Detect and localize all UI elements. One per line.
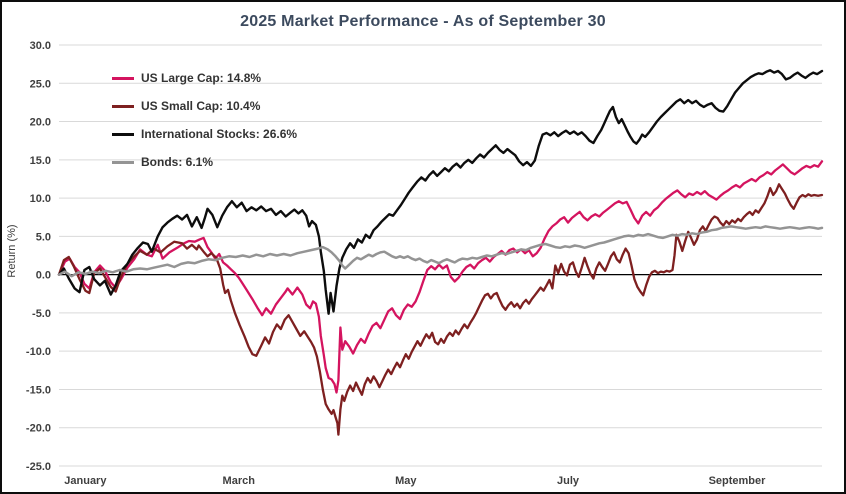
y-tick-label: 20.0 <box>30 117 51 129</box>
legend-item: US Small Cap: 10.4% <box>112 92 297 120</box>
y-tick-label: 10.0 <box>30 193 51 205</box>
y-tick-label: 30.0 <box>30 40 51 52</box>
y-tick-label: -10.0 <box>26 346 51 358</box>
legend-line-swatch <box>112 104 134 108</box>
chart-title: 2025 Market Performance - As of Septembe… <box>240 13 606 30</box>
y-tick-label: 0.0 <box>36 270 51 282</box>
x-tick-label-january: January <box>64 475 107 487</box>
legend-item: US Large Cap: 14.8% <box>112 64 297 92</box>
y-tick-label: 25.0 <box>30 78 51 90</box>
y-tick-label: 5.0 <box>36 231 51 243</box>
series-line-international-stocks <box>57 69 824 315</box>
series-line-us-large-cap <box>57 160 824 394</box>
x-tick-label-september: September <box>709 475 767 487</box>
legend-label: US Small Cap: 10.4% <box>141 99 261 113</box>
y-tick-label: 15.0 <box>30 155 51 167</box>
legend-item: International Stocks: 26.6% <box>112 120 297 148</box>
y-axis-title: Return (%) <box>6 224 18 278</box>
y-tick-label: -25.0 <box>26 461 51 473</box>
legend-item: Bonds: 6.1% <box>112 148 297 176</box>
legend: US Large Cap: 14.8% US Small Cap: 10.4% In… <box>112 64 297 176</box>
legend-line-swatch <box>112 160 134 164</box>
legend-line-swatch <box>112 132 134 136</box>
series-line-bonds <box>57 225 824 278</box>
x-tick-label-may: May <box>395 475 417 487</box>
legend-label: US Large Cap: 14.8% <box>141 71 262 85</box>
y-tick-label: -20.0 <box>26 423 51 435</box>
y-tick-label: -15.0 <box>26 384 51 396</box>
legend-line-swatch <box>112 76 134 80</box>
legend-label: International Stocks: 26.6% <box>141 127 298 141</box>
series-line-us-small-cap <box>57 183 824 436</box>
x-tick-label-july: July <box>557 475 580 487</box>
legend-label: Bonds: 6.1% <box>141 155 214 169</box>
y-tick-label: -5.0 <box>32 308 51 320</box>
x-tick-label-march: March <box>223 475 256 487</box>
